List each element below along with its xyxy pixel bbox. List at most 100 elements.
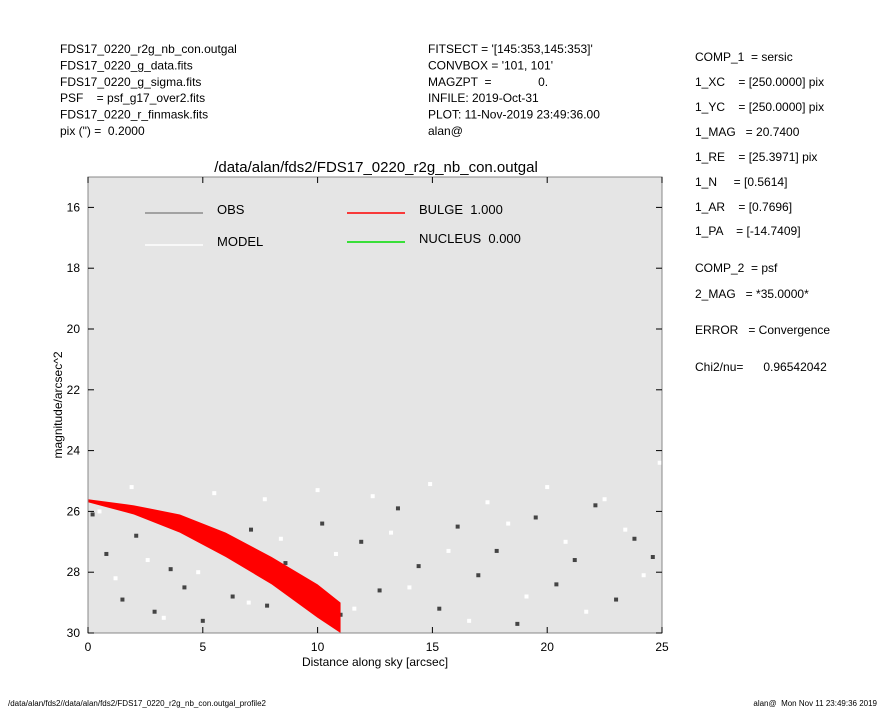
data-point	[485, 500, 490, 505]
x-tick-label: 10	[311, 640, 325, 654]
data-point	[120, 597, 125, 602]
data-point	[614, 597, 619, 602]
data-point	[657, 460, 662, 465]
data-point	[283, 561, 288, 566]
data-point	[333, 551, 338, 556]
data-point	[265, 603, 270, 608]
data-point	[377, 588, 382, 593]
data-point	[533, 515, 538, 520]
data-point	[320, 521, 325, 526]
header-left-line: FDS17_0220_g_sigma.fits	[60, 75, 201, 89]
data-point	[278, 536, 283, 541]
data-point	[249, 527, 254, 532]
fit-parameter: COMP_1 = sersic	[695, 50, 793, 64]
plot-frame	[87, 176, 663, 634]
fit-parameter: COMP_2 = psf	[695, 261, 778, 275]
data-point	[104, 551, 109, 556]
data-point	[134, 533, 139, 538]
y-tick-label: 30	[67, 626, 81, 640]
fit-parameter: 1_RE = [25.3971] pix	[695, 150, 817, 164]
plot-area	[88, 177, 662, 633]
data-point	[90, 512, 95, 517]
data-point	[182, 585, 187, 590]
data-point	[623, 527, 628, 532]
data-point	[389, 530, 394, 535]
fit-parameter: Chi2/nu= 0.96542042	[695, 360, 827, 374]
y-tick-label: 24	[67, 444, 81, 458]
data-point	[602, 497, 607, 502]
header-left-line: FDS17_0220_r_finmask.fits	[60, 108, 208, 122]
header-left-line: FDS17_0220_g_data.fits	[60, 58, 193, 72]
data-point	[262, 497, 267, 502]
data-point	[437, 606, 442, 611]
legend-label: BULGE 1.000	[419, 202, 503, 217]
fit-parameter: 2_MAG = *35.0000*	[695, 287, 809, 301]
data-point	[467, 618, 472, 623]
data-point	[113, 576, 118, 581]
data-point	[407, 585, 412, 590]
data-point	[632, 536, 637, 541]
data-point	[572, 558, 577, 563]
header-left-line: FDS17_0220_r2g_nb_con.outgal	[60, 42, 237, 56]
y-tick-label: 20	[67, 322, 81, 336]
footer-right: alan@ Mon Nov 11 23:49:36 2019	[753, 699, 877, 708]
fit-parameter: ERROR = Convergence	[695, 323, 830, 337]
x-tick-label: 5	[199, 640, 206, 654]
header-middle-line: FITSECT = '[145:353,145:353]'	[428, 42, 593, 56]
x-tick-label: 25	[655, 640, 669, 654]
data-point	[230, 594, 235, 599]
data-point	[428, 482, 433, 487]
data-point	[129, 485, 134, 490]
footer-left: /data/alan/fds2//data/alan/fds2/FDS17_02…	[8, 699, 267, 708]
header-middle-line: CONVBOX = '101, 101'	[428, 58, 553, 72]
data-point	[152, 609, 157, 614]
legend-label: NUCLEUS 0.000	[419, 231, 521, 246]
x-tick-label: 0	[85, 640, 92, 654]
y-tick-label: 22	[67, 383, 81, 397]
data-point	[370, 494, 375, 499]
chart-title: /data/alan/fds2/FDS17_0220_r2g_nb_con.ou…	[214, 159, 538, 176]
data-point	[476, 573, 481, 578]
data-point	[494, 548, 499, 553]
plot-layer	[88, 460, 662, 633]
fit-parameter: 1_PA = [-14.7409]	[695, 224, 801, 238]
y-tick-label: 16	[67, 200, 81, 214]
data-point	[524, 594, 529, 599]
header-middle-line: PLOT: 11-Nov-2019 23:49:36.00	[428, 108, 600, 122]
data-point	[246, 600, 251, 605]
data-point	[145, 558, 150, 563]
data-point	[196, 570, 201, 575]
header-middle-line: INFILE: 2019-Oct-31	[428, 91, 539, 105]
legend-label: MODEL	[217, 234, 263, 249]
data-point	[641, 573, 646, 578]
y-tick-label: 18	[67, 261, 81, 275]
data-point	[515, 621, 520, 626]
data-point	[416, 564, 421, 569]
data-point	[593, 503, 598, 508]
header-middle-line: alan@	[428, 124, 463, 138]
y-tick-label: 28	[67, 565, 81, 579]
data-point	[455, 524, 460, 529]
data-point	[352, 606, 357, 611]
fit-parameter: 1_N = [0.5614]	[695, 175, 787, 189]
data-point	[359, 539, 364, 544]
data-point	[315, 488, 320, 493]
header-left-line: pix (") = 0.2000	[60, 124, 145, 138]
header-middle-line: MAGZPT = 0.	[428, 75, 548, 89]
data-point	[584, 609, 589, 614]
data-point	[650, 555, 655, 559]
data-point	[168, 567, 173, 572]
data-point	[395, 506, 400, 511]
header-left-line: PSF = psf_g17_over2.fits	[60, 91, 205, 105]
x-axis-label: Distance along sky [arcsec]	[302, 655, 448, 669]
data-point	[446, 548, 451, 553]
data-point	[212, 491, 217, 496]
data-point	[200, 618, 205, 623]
y-tick-label: 26	[67, 504, 81, 518]
fit-parameter: 1_MAG = 20.7400	[695, 125, 800, 139]
data-point	[554, 582, 559, 587]
x-tick-label: 20	[541, 640, 555, 654]
data-point	[97, 509, 102, 514]
fit-parameter: 1_XC = [250.0000] pix	[695, 75, 824, 89]
